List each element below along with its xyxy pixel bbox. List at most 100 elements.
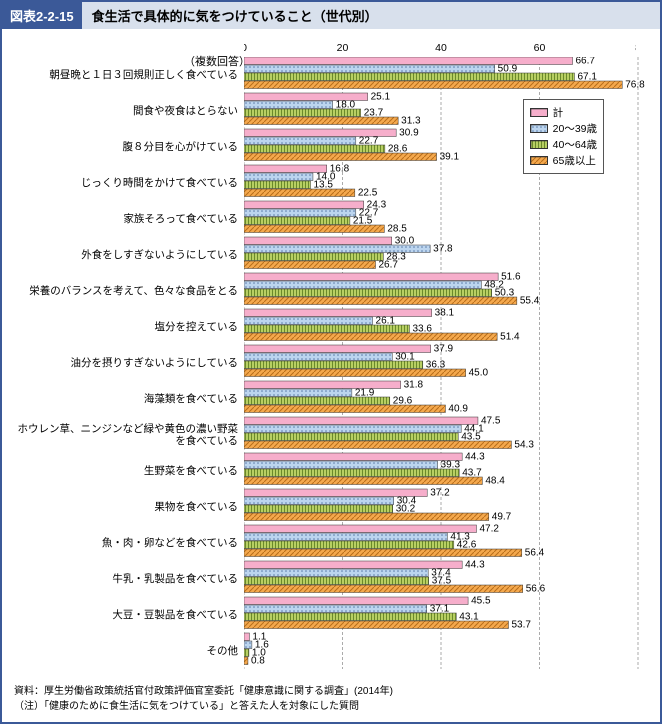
bar-value-label: 37.2	[430, 488, 450, 499]
legend-label: 40～64歳	[553, 137, 597, 152]
bar	[244, 57, 572, 65]
bar	[244, 533, 447, 541]
legend-item: 65歳以上	[530, 153, 597, 168]
bar	[244, 81, 622, 89]
bar	[244, 605, 427, 613]
bar	[244, 217, 350, 225]
bar-value-label: 45.0	[469, 368, 489, 379]
category-label: 朝昼晩と１日３回規則正しく食べている	[12, 57, 244, 93]
bar	[244, 73, 574, 81]
category-label: 魚・肉・卵などを食べている	[12, 525, 244, 561]
bar-value-label: 66.7	[575, 57, 595, 67]
bar	[244, 153, 437, 161]
bar	[244, 577, 429, 585]
bar	[244, 657, 248, 665]
bar-value-label: 30.9	[399, 128, 419, 139]
bar	[244, 585, 523, 593]
bar	[244, 505, 393, 513]
bar	[244, 137, 356, 145]
bar	[244, 317, 373, 325]
figure-title: 食生活で具体的に気をつけていること（世代別）	[82, 2, 660, 29]
bar	[244, 441, 511, 449]
bar-value-label: 54.3	[514, 440, 534, 451]
bar	[244, 117, 398, 125]
bar	[244, 209, 356, 217]
bar-value-label: 49.7	[492, 512, 512, 523]
chart-footer: 資料：厚生労働省政策統括官付政策評価官室委託「健康意識に関する調査」(2014年…	[2, 680, 660, 722]
bar	[244, 289, 492, 297]
bar-value-label: 51.4	[500, 332, 520, 343]
category-label: 油分を摂りすぎないようにしている	[12, 345, 244, 381]
category-label: 外食をしすぎないようにしている	[12, 237, 244, 273]
category-label: 塩分を控えている	[12, 309, 244, 345]
svg-text:40: 40	[435, 42, 447, 54]
bar	[244, 333, 497, 341]
category-label: ホウレン草、ニンジンなど緑や黄色の濃い野菜を食べている	[12, 417, 244, 453]
bar	[244, 369, 466, 377]
bar	[244, 253, 383, 261]
bar	[244, 621, 508, 629]
bar-value-label: 25.1	[371, 92, 391, 103]
bar	[244, 181, 310, 189]
legend-item: 計	[530, 105, 597, 120]
bar-value-label: 56.4	[525, 548, 545, 559]
bar	[244, 225, 384, 233]
bar	[244, 649, 249, 657]
bar	[244, 513, 489, 521]
figure-number: 図表2-2-15	[2, 2, 82, 29]
bar-value-label: 76.8	[625, 80, 645, 91]
bar	[244, 273, 498, 281]
category-label: 牛乳・乳製品を食べている	[12, 561, 244, 597]
category-label: 栄養のバランスを考えて、色々な食品をとる	[12, 273, 244, 309]
bar-value-label: 56.6	[526, 584, 546, 595]
legend: 計 20～39歳 40～64歳	[523, 99, 604, 174]
bar	[244, 361, 423, 369]
bar	[244, 381, 401, 389]
bar	[244, 633, 249, 641]
category-label: 腹８分目を心がけている	[12, 129, 244, 165]
bar	[244, 425, 461, 433]
category-label: 生野菜を食べている	[12, 453, 244, 489]
chart-area: （複数回答） 020406080 (%) 朝昼晩と１日３回規則正しく食べている間…	[2, 29, 660, 680]
bar	[244, 173, 313, 181]
bar	[244, 525, 476, 533]
bar	[244, 261, 375, 269]
bar	[244, 165, 327, 173]
bar	[244, 189, 355, 197]
bar-value-label: 38.1	[435, 308, 455, 319]
svg-text:20: 20	[337, 42, 349, 54]
figure-container: 図表2-2-15 食生活で具体的に気をつけていること（世代別） （複数回答） 0…	[0, 0, 662, 724]
legend-item: 40～64歳	[530, 137, 597, 152]
title-bar: 図表2-2-15 食生活で具体的に気をつけていること（世代別）	[2, 2, 660, 29]
bar	[244, 549, 522, 557]
bar-value-label: 51.6	[501, 272, 521, 283]
category-label: 大豆・豆製品を食べている	[12, 597, 244, 633]
bar-value-label: 37.8	[433, 244, 453, 255]
bar-value-label: 39.1	[440, 152, 460, 163]
bar	[244, 353, 392, 361]
svg-text:60: 60	[534, 42, 546, 54]
bar-value-label: 31.8	[404, 380, 424, 391]
bar	[244, 461, 438, 469]
bar-value-label: 44.3	[465, 452, 485, 463]
bar	[244, 397, 390, 405]
note-text: （注）「健康のために食生活に気をつけている」と答えた人を対象にした質問	[14, 699, 648, 714]
bar-value-label: 48.4	[485, 476, 505, 487]
bar	[244, 325, 409, 333]
bar-value-label: 47.5	[481, 416, 501, 427]
bar	[244, 281, 481, 289]
bar-value-label: 28.5	[387, 224, 407, 235]
bar-value-label: 40.9	[448, 404, 468, 415]
bar	[244, 433, 458, 441]
bar	[244, 145, 385, 153]
bar-value-label: 37.9	[434, 344, 454, 355]
bar	[244, 477, 482, 485]
legend-label: 20～39歳	[553, 121, 597, 136]
x-axis: 020406080 (%)	[12, 41, 636, 55]
category-label: 果物を食べている	[12, 489, 244, 525]
bar	[244, 101, 333, 109]
bar	[244, 237, 392, 245]
bar-value-label: 47.2	[479, 524, 499, 535]
svg-text:80 (%): 80 (%)	[635, 42, 636, 54]
bar-value-label: 26.7	[378, 260, 398, 271]
